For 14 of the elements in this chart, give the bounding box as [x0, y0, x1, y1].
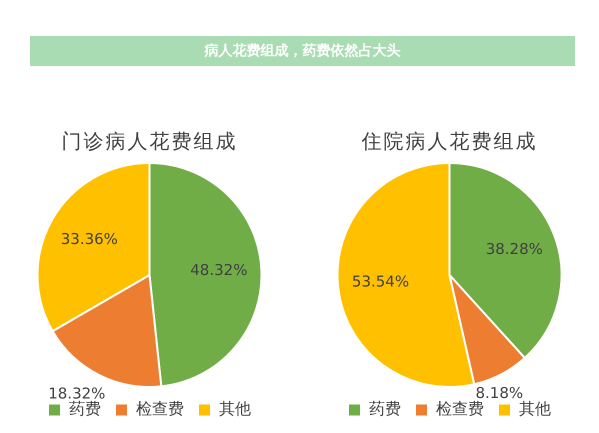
data-label: 38.28% [486, 240, 543, 258]
data-label: 53.54% [352, 272, 410, 291]
text: 病人花费组成，药费依然占大头 [30, 36, 575, 66]
legend-label: 药费 [369, 399, 401, 418]
data-label: 8.18% [475, 384, 524, 402]
chart-subtitle: 门诊病人花费组成 [60, 128, 238, 155]
data-label: 33.36% [60, 230, 118, 248]
legend-label: 其他 [519, 399, 551, 418]
legend-label: 其他 [219, 399, 251, 418]
data-label: 48.32% [190, 261, 248, 280]
legend-label: 检查费 [136, 399, 184, 418]
chart-subtitle: 住院病人花费组成 [360, 128, 538, 155]
legend-label: 药费 [69, 399, 101, 418]
legend-label: 检查费 [436, 399, 484, 418]
